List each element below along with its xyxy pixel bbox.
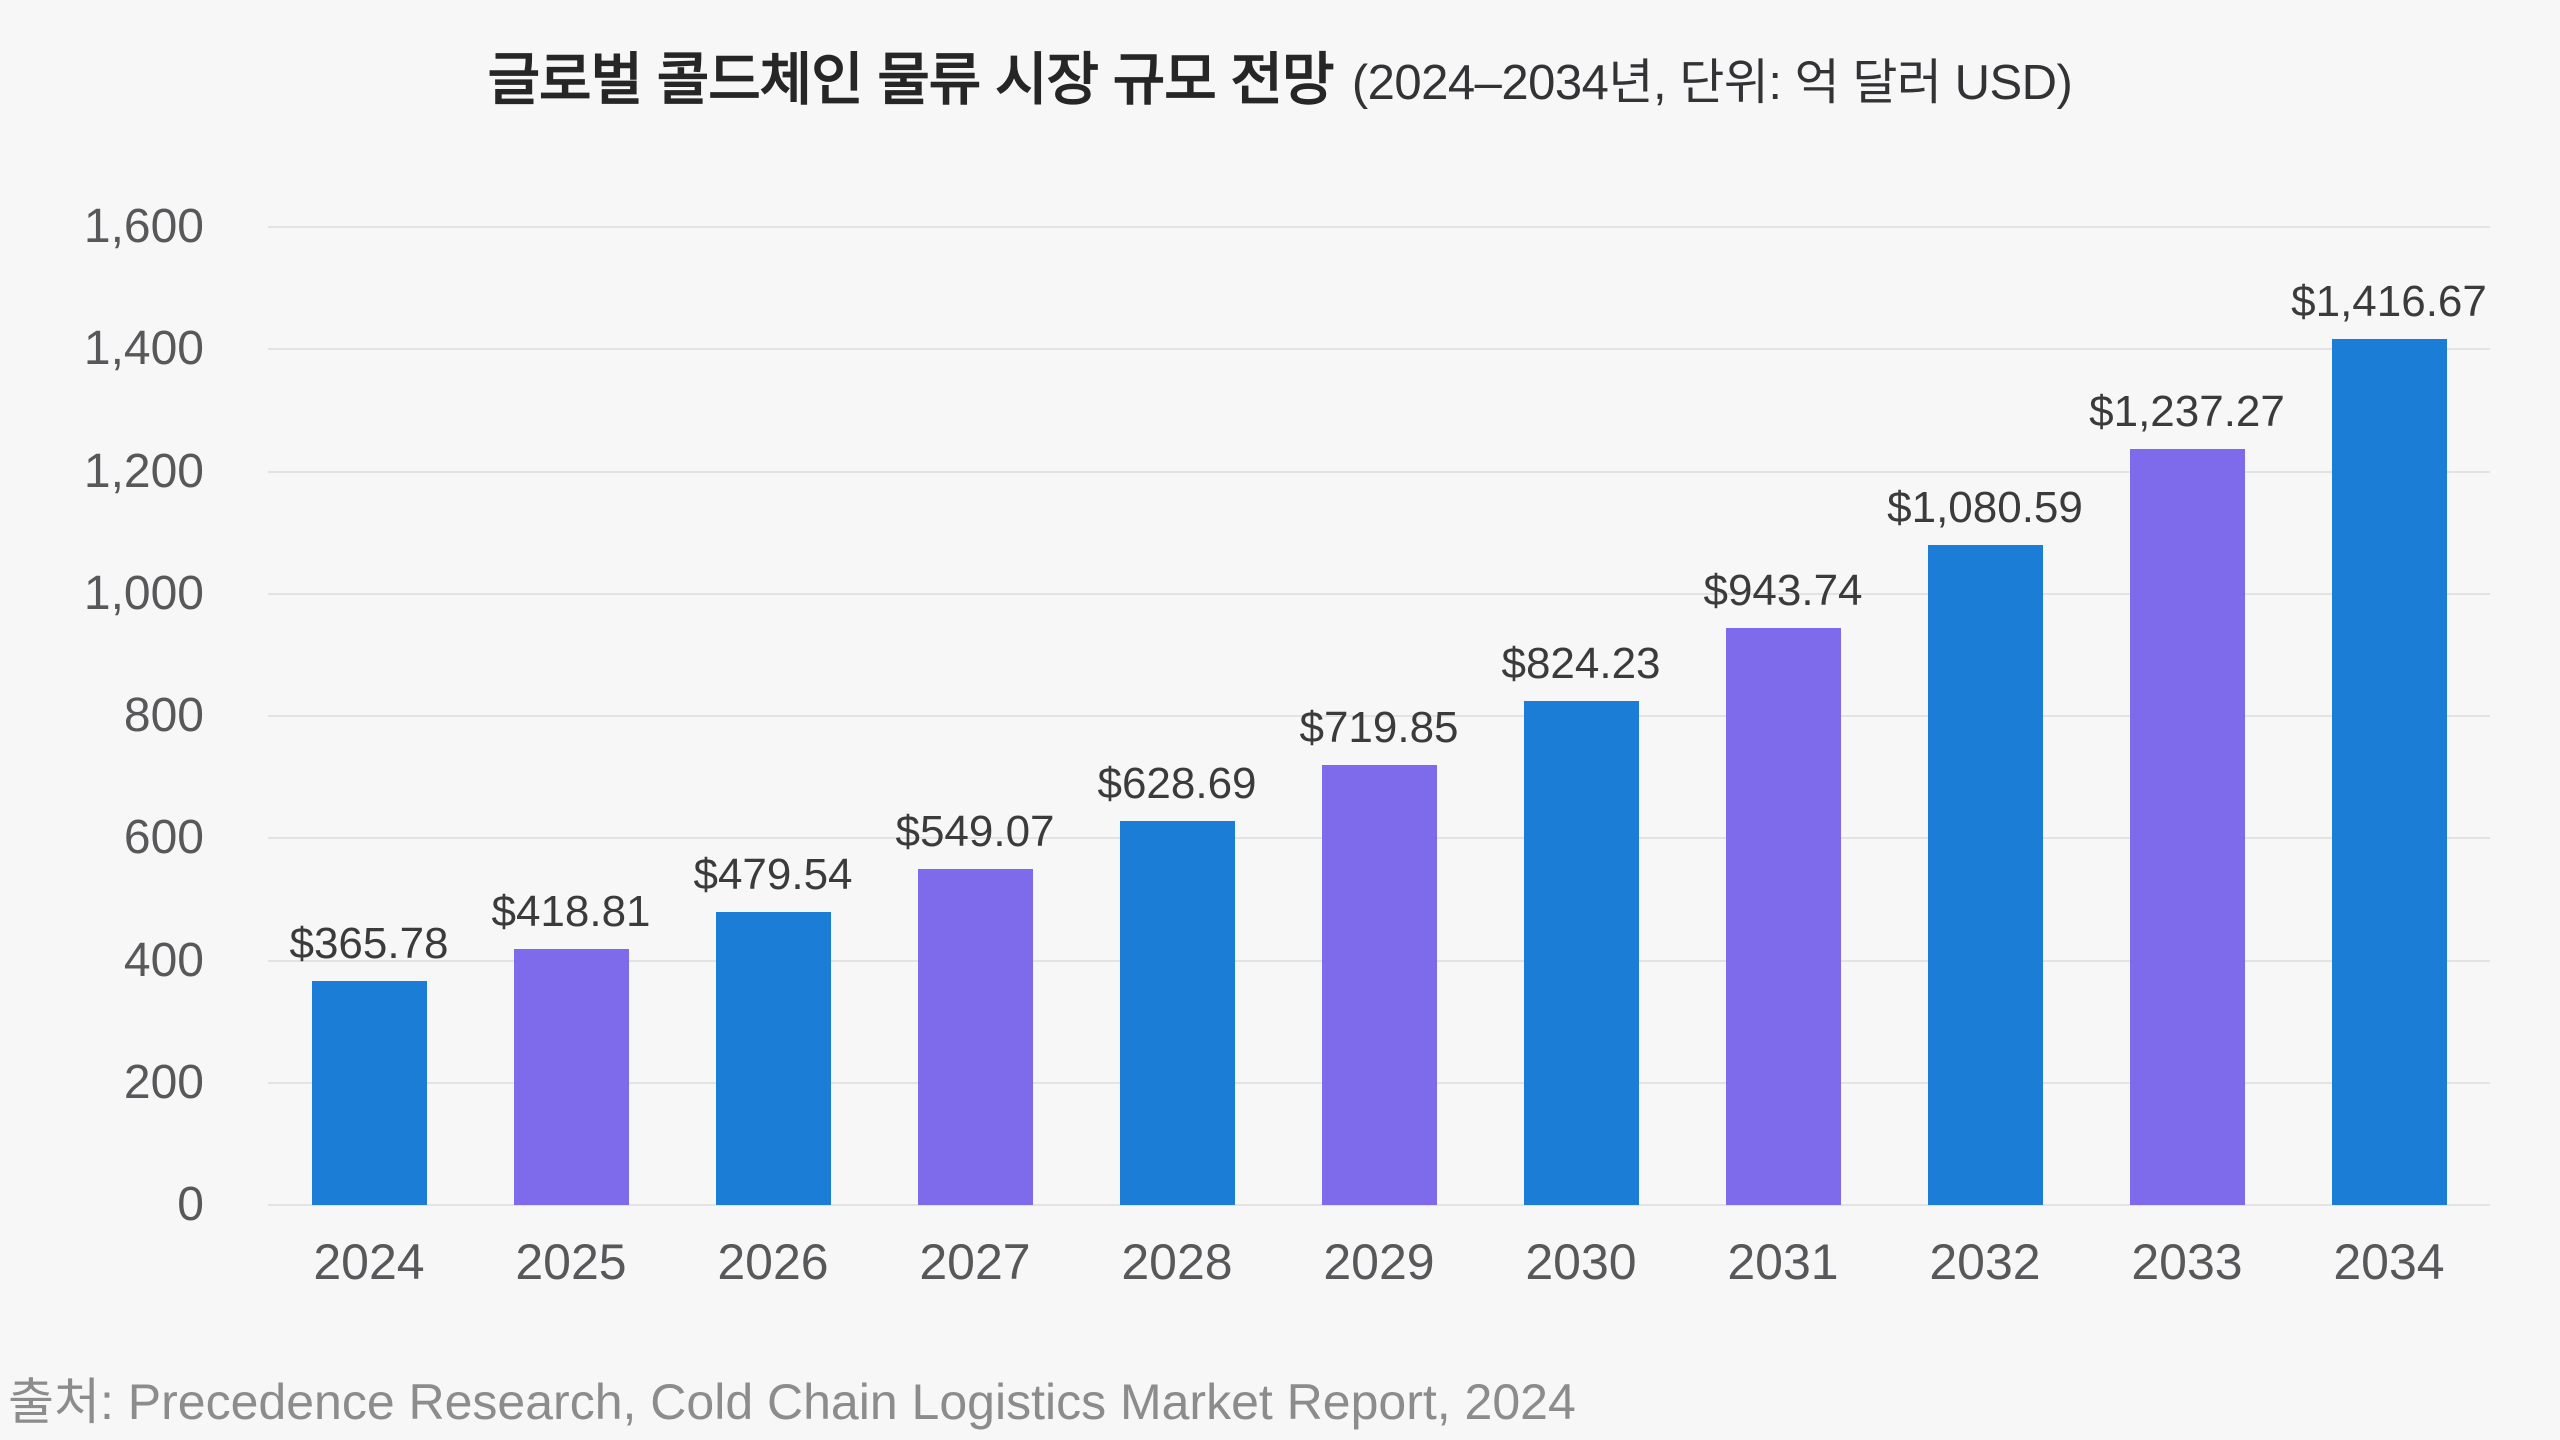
bar-slot-2028: $628.69 [1076,227,1278,1205]
bar-2027 [917,869,1033,1205]
x-tick-label-2024: 2024 [313,1234,425,1290]
y-tick-label-0: 0 [177,1178,204,1231]
gridline-1,400 [268,348,2490,351]
x-tick-label-2029: 2029 [1323,1234,1435,1290]
x-tick-label-2026: 2026 [717,1234,829,1290]
gridline-800 [268,715,2490,717]
x-tick-label-2031: 2031 [1727,1234,1839,1290]
bar-2024 [311,981,427,1205]
chart-title-sub: (2024–2034년, 단위: 억 달러 USD) [1351,56,2073,110]
y-tick-label-600: 600 [123,811,204,865]
value-label-2029: $719.85 [1299,703,1459,752]
y-tick-label-800: 800 [123,689,204,742]
x-tick-label-2027: 2027 [919,1234,1031,1290]
value-label-2032: $1,080.59 [1887,482,2083,532]
y-tick-label-400: 400 [123,933,204,987]
bar-2030 [1523,701,1639,1205]
value-label-2031: $943.74 [1703,566,1863,616]
plot-area: $365.78 $418.81 $479.54 $549.07 $628.69 $719.… [268,226,2490,1206]
y-tick-label-1,600: 1,600 [83,200,204,253]
bar-slot-2030: $824.23 [1480,227,1682,1205]
bar-2028 [1119,820,1235,1205]
bar-2031 [1725,628,1841,1205]
x-tick-label-2028: 2028 [1121,1234,1233,1290]
bar-slot-2033: $1,237.27 [2086,227,2288,1205]
bar-2026 [715,911,831,1205]
value-label-2025: $418.81 [491,887,651,936]
bar-2032 [1927,544,2043,1205]
y-axis: 0 200 400 600 800 1,000 1,200 1,400 1,600 [0,203,204,1229]
value-label-2026: $479.54 [693,849,853,899]
bar-slot-2029: $719.85 [1278,227,1480,1205]
x-tick-label-2032: 2032 [1929,1234,2041,1290]
chart-title-main: 글로벌 콜드체인 물류 시장 규모 전망 [487,48,1335,112]
gridline-1,600 [268,226,2490,228]
gridline-1,200 [268,470,2490,473]
x-tick-label-2025: 2025 [515,1234,627,1290]
y-tick-label-1,000: 1,000 [83,566,204,620]
x-tick-label-2034: 2034 [2333,1234,2445,1290]
bar-2034 [2331,339,2447,1205]
value-label-2034: $1,416.67 [2291,277,2487,327]
y-tick-label-200: 200 [123,1055,204,1109]
gridline-0 [268,1204,2490,1206]
bar-series: $365.78 $418.81 $479.54 $549.07 $628.69 $719.… [268,227,2490,1205]
chart-title: 글로벌 콜드체인 물류 시장 규모 전망 (2024–2034년, 단위: 억 … [0,34,2560,116]
bar-slot-2031: $943.74 [1682,227,1884,1205]
value-label-2028: $628.69 [1097,758,1257,808]
bar-2029 [1321,765,1437,1205]
y-tick-label-1,400: 1,400 [83,322,204,376]
bar-slot-2025: $418.81 [470,227,672,1205]
bar-2033 [2129,448,2245,1205]
value-label-2030: $824.23 [1501,639,1661,689]
bar-2025 [513,949,629,1205]
y-tick-label-1,200: 1,200 [83,444,204,498]
x-axis: 2024 2025 2026 2027 2028 2029 2030 2031 2032 2033… [268,1205,2490,1291]
bar-slot-2026: $479.54 [672,227,874,1205]
bar-slot-2034: $1,416.67 [2288,227,2490,1205]
bar-slot-2032: $1,080.59 [1884,227,2086,1205]
gridline-1,000 [268,592,2490,595]
bar-slot-2027: $549.07 [874,227,1076,1205]
bar-slot-2024: $365.78 [268,227,470,1205]
x-tick-label-2030: 2030 [1525,1234,1637,1290]
value-label-2024: $365.78 [289,919,449,969]
value-label-2033: $1,237.27 [2089,386,2285,436]
source-note: 출처: Precedence Research, Cold Chain Logi… [8,1374,1576,1430]
value-label-2027: $549.07 [895,807,1055,857]
x-tick-label-2033: 2033 [2131,1234,2243,1290]
